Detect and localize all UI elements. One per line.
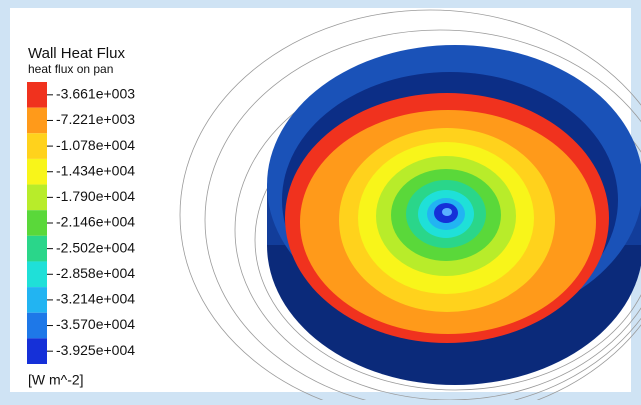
color-band [27,133,47,159]
color-band [27,236,47,262]
pan [267,45,641,385]
color-band [27,287,47,313]
level-label: -3.570e+004 [56,316,135,332]
color-bar: -3.661e+003 -7.221e+003 -1.078e+004 -1.434e… [27,82,135,364]
level-label: -3.214e+004 [56,291,135,307]
color-band [27,185,47,211]
legend-title: Wall Heat Flux [28,45,125,62]
level-label: -1.434e+004 [56,162,135,178]
color-band [27,210,47,236]
level-label: -1.790e+004 [56,188,135,204]
legend-unit: [W m^-2] [28,372,84,388]
color-band [27,159,47,185]
color-band [27,108,47,134]
color-band [27,313,47,339]
screenshot: Wall Heat Flux heat flux on pan -3.661e+… [0,0,641,400]
level-label: -2.858e+004 [56,265,135,281]
level-label: -3.661e+003 [56,86,135,102]
level-label: -1.078e+004 [56,137,135,153]
color-band [27,82,47,108]
color-band [27,261,47,287]
level-label: -7.221e+003 [56,111,135,127]
level-label: -2.146e+004 [56,214,135,230]
color-band [27,338,47,364]
level-label: -2.502e+004 [56,239,135,255]
legend-subtitle: heat flux on pan [28,62,113,76]
level-label: -3.925e+004 [56,342,135,358]
